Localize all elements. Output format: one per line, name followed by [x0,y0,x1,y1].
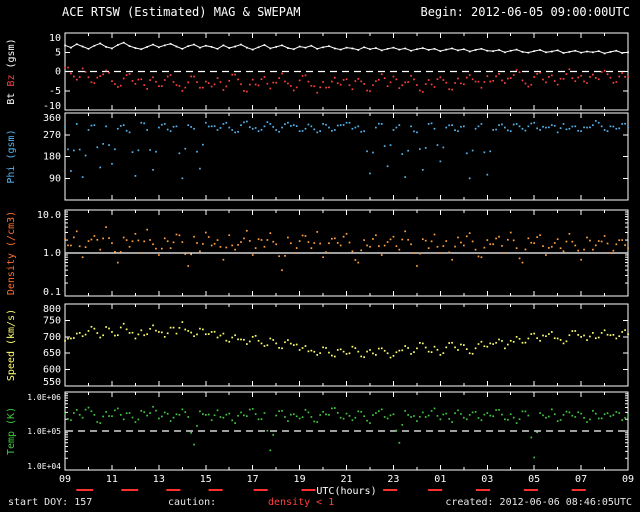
axis-label-speed: Speed (km/s) [6,309,17,381]
series-phi [64,120,629,180]
ytick-label: 750 [43,315,61,326]
caution-value: density < 1 [268,497,335,508]
panel-temp: 1.0E+06 1.0E+05 1.0E+04 Temp (K) [6,391,629,471]
ytick-label: -10 [43,101,61,112]
ytick-label: -5 [49,86,61,97]
ytick-label: 800 [43,304,61,315]
start-doy: start DOY: 157 [8,497,93,508]
axis-label-density: Density (/cm3) [6,211,17,295]
xtick-label: 05 [528,474,540,485]
series-bt [64,41,629,55]
ytick-label: 1.0E+05 [27,427,61,436]
ytick-label: 5 [55,47,61,58]
status-bar: start DOY: 157 caution: density < 1 crea… [0,497,640,511]
ytick-label: 550 [43,377,61,388]
ytick-label: 180 [43,152,61,163]
xtick-label: 19 [294,474,306,485]
xtick-label: 01 [434,474,446,485]
ytick-label: 90 [49,173,61,184]
panel-phi: 360 270 180 90 Phi (gsm) [6,112,629,201]
panel-density: 10.0 1.0 0.1 Density (/cm3) [6,209,629,298]
xtick-label: 07 [575,474,587,485]
xtick-label: 09 [59,474,71,485]
xtick-label: 11 [106,474,118,485]
ytick-label: 270 [43,130,61,141]
xtick-label: 15 [200,474,212,485]
caution-label: caution: [168,497,217,508]
ytick-label: 360 [43,113,61,124]
ytick-label: 10.0 [37,210,61,221]
ytick-label: 1.0E+04 [27,462,61,471]
ytick-label: 700 [43,332,61,343]
ytick-label: 650 [43,348,61,359]
ytick-label: 10 [49,33,61,44]
axis-label-phi: Phi (gsm) [6,129,17,183]
axis-label-mag: Bt Bz (gsm) [6,38,17,104]
x-axis-title: UTC(hours) [316,486,376,497]
series-temp [64,405,629,459]
title-bar: ACE RTSW (Estimated) MAG & SWEPAM Begin:… [62,5,630,19]
xtick-label: 13 [153,474,165,485]
series-bz [64,66,629,94]
series-density [64,226,629,272]
axis-label-temp: Temp (K) [6,407,17,455]
plot-title: ACE RTSW (Estimated) MAG & SWEPAM [62,5,301,19]
xtick-label: 21 [340,474,352,485]
xtick-label: 17 [247,474,259,485]
begin-time: Begin: 2012-06-05 09:00:00UTC [420,5,630,19]
xtick-label: 03 [481,474,493,485]
ytick-label: 1.0 [43,248,61,259]
ytick-label: 1.0E+06 [27,393,61,402]
series-speed [64,321,629,359]
created-timestamp: created: 2012-06-06 08:46:05UTC [445,497,632,508]
ytick-label: 0.1 [43,287,61,298]
ytick-label: 0 [55,67,61,78]
xtick-label: 23 [387,474,399,485]
ytick-label: 600 [43,365,61,376]
panel-mag: 10 5 0 -5 -10 Bt Bz (gsm) [6,32,629,112]
xtick-label: 09 [622,474,634,485]
